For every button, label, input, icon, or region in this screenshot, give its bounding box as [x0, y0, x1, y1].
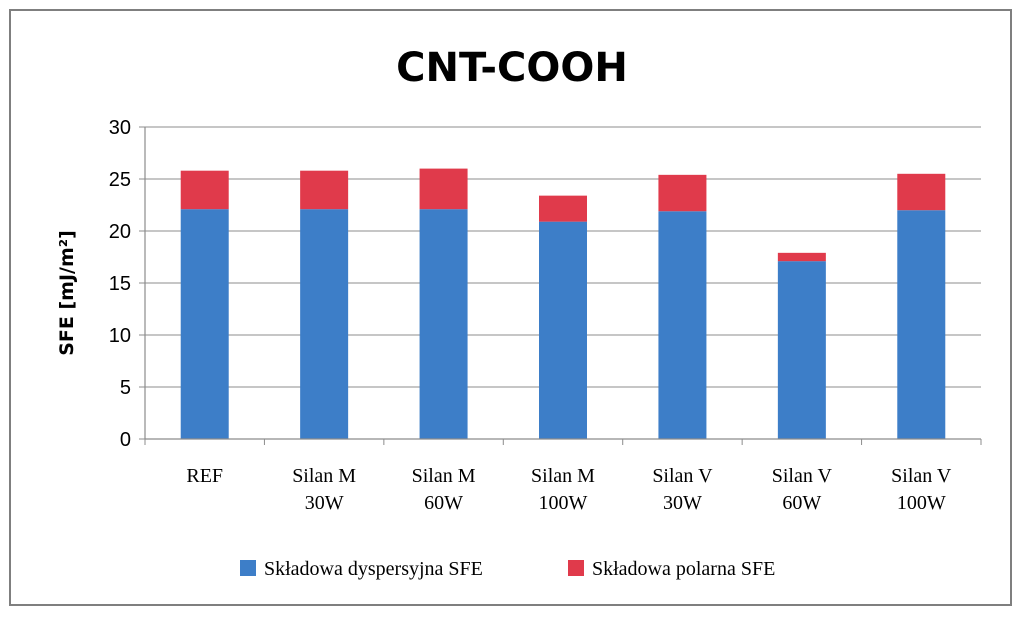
bar-polar [658, 174, 707, 212]
stacked-bar-chart: CNT-COOH SFE [mJ/m²] 0 5 10 15 20 25 30 REF Sila… [56, 45, 982, 580]
y-tick-label: 25 [109, 169, 131, 191]
x-tick-label: Silan V [772, 465, 833, 487]
y-tick-label: 10 [109, 325, 131, 347]
x-tick-label: Silan V [891, 465, 952, 487]
axes: 0 5 10 15 20 25 30 REF Silan M 30W Silan M 60W Silan… [109, 117, 982, 514]
x-tick-label: Silan M [412, 465, 476, 487]
bars [180, 168, 946, 439]
y-tick-label: 30 [109, 117, 131, 139]
x-tick-label: Silan V [652, 465, 713, 487]
bar-polar [539, 195, 587, 222]
x-tick-label: 60W [782, 492, 821, 514]
bar-dispersive [539, 221, 587, 439]
legend-swatch-dispersive [240, 560, 256, 576]
bar-polar [180, 170, 229, 210]
bar-polar [300, 170, 349, 210]
x-tick-label: 30W [663, 492, 702, 514]
legend-label-polar: Składowa polarna SFE [592, 558, 775, 580]
y-axis-label: SFE [mJ/m²] [56, 230, 78, 356]
legend-swatch-polar [568, 560, 584, 576]
y-tick-label: 15 [109, 273, 131, 295]
chart-frame: CNT-COOH SFE [mJ/m²] 0 5 10 15 20 25 30 REF Sila… [9, 9, 1012, 606]
legend-label-dispersive: Składowa dyspersyjna SFE [264, 558, 483, 580]
y-tick-label: 20 [109, 221, 131, 243]
x-tick-label: 60W [424, 492, 463, 514]
x-tick-label: Silan M [531, 465, 595, 487]
legend: Składowa dyspersyjna SFE Składowa polarna… [240, 558, 775, 580]
bar-dispersive [419, 209, 468, 439]
bar-polar [897, 173, 946, 211]
x-tick-label: REF [186, 465, 223, 487]
chart-title: CNT-COOH [396, 45, 628, 91]
bar-dispersive [777, 261, 826, 439]
x-tick-label: 100W [897, 492, 946, 514]
bar-dispersive [300, 209, 349, 439]
bar-dispersive [658, 211, 707, 439]
y-tick-label: 0 [120, 429, 131, 451]
bar-polar [777, 252, 826, 262]
x-tick-label: 100W [539, 492, 588, 514]
x-tick-label: 30W [305, 492, 344, 514]
bar-dispersive [897, 210, 946, 439]
x-tick-label: Silan M [292, 465, 356, 487]
y-tick-label: 5 [120, 377, 131, 399]
bar-dispersive [180, 209, 229, 439]
bar-polar [419, 168, 468, 210]
